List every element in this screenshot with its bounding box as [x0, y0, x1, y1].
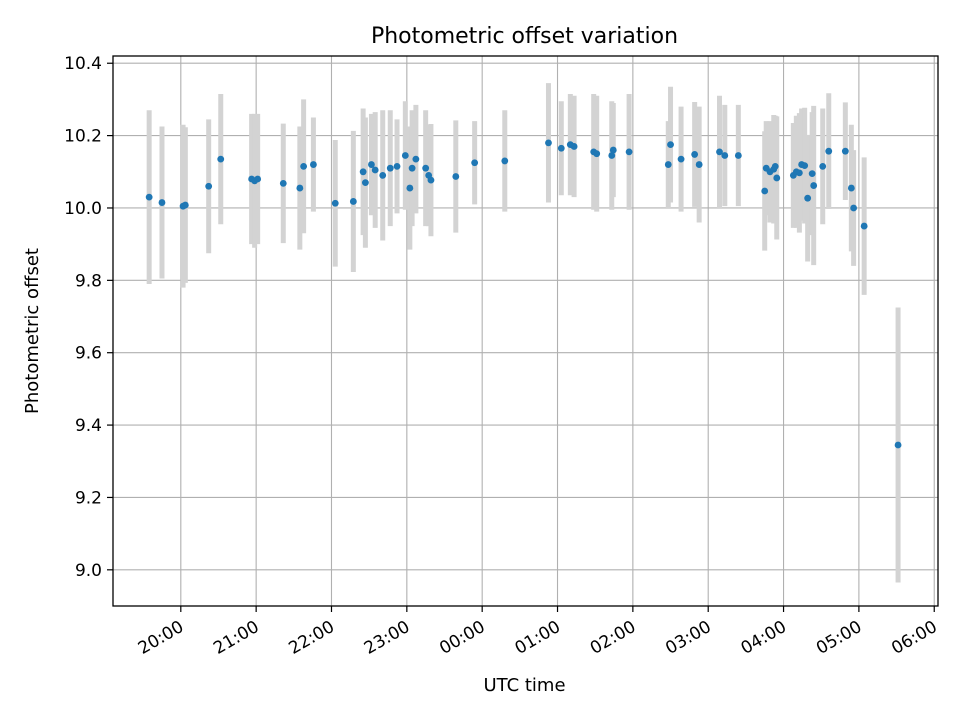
data-point	[771, 162, 779, 170]
x-axis-ticks: 20:00 21:00 22:00 23:00 00:00 01:00 02:00 03:00…	[135, 606, 941, 659]
y-tick-label: 9.8	[75, 271, 102, 291]
y-tick-label: 9.4	[75, 416, 102, 436]
data-point	[368, 161, 375, 168]
data-point	[664, 161, 672, 168]
data-point	[667, 141, 674, 149]
plot-frame	[112, 55, 939, 607]
data-points	[145, 139, 902, 449]
data-point	[716, 148, 723, 156]
data-point	[801, 162, 809, 170]
data-point	[408, 164, 416, 172]
data-point	[721, 152, 729, 159]
data-point	[695, 161, 703, 168]
data-point	[570, 143, 578, 150]
data-point	[412, 155, 420, 163]
data-point	[296, 184, 304, 192]
error-bars	[146, 83, 901, 583]
y-tick-label: 9.6	[75, 344, 102, 364]
x-tick-label: 02:00	[587, 617, 639, 659]
data-point	[625, 148, 633, 156]
data-point	[205, 182, 213, 190]
data-point	[894, 441, 902, 449]
x-tick-label: 01:00	[512, 617, 564, 659]
data-point	[145, 193, 153, 201]
data-point	[545, 139, 552, 147]
data-point	[300, 162, 308, 170]
data-point	[677, 155, 685, 163]
x-axis-label: UTC time	[483, 675, 565, 696]
data-point	[310, 161, 317, 168]
data-point	[254, 175, 262, 183]
data-point	[810, 182, 818, 189]
x-tick-label: 23:00	[361, 617, 413, 659]
x-tick-label: 00:00	[436, 617, 488, 659]
data-point	[609, 146, 617, 154]
data-point	[860, 222, 868, 230]
y-tick-label: 9.0	[75, 561, 102, 581]
data-point	[158, 199, 166, 206]
data-point	[501, 157, 509, 165]
data-point	[427, 176, 435, 184]
data-point	[371, 166, 379, 174]
x-tick-label: 22:00	[286, 617, 338, 659]
data-point	[386, 164, 394, 172]
data-point	[471, 159, 479, 167]
x-tick-label: 21:00	[210, 617, 262, 659]
data-point	[359, 168, 367, 176]
data-point	[217, 155, 225, 163]
grid-lines	[113, 56, 938, 606]
x-tick-label: 04:00	[738, 617, 790, 659]
data-point	[422, 164, 430, 172]
x-tick-label: 05:00	[813, 617, 865, 659]
data-point	[401, 152, 409, 159]
data-point	[804, 194, 812, 202]
x-tick-label: 03:00	[662, 617, 714, 659]
y-axis-label: Photometric offset	[22, 248, 43, 414]
data-point	[691, 151, 699, 158]
data-point	[406, 184, 414, 192]
x-tick-label: 20:00	[135, 617, 187, 659]
data-point	[825, 147, 833, 155]
data-point	[808, 170, 816, 177]
data-point	[847, 184, 855, 192]
x-tick-label: 06:00	[888, 617, 940, 659]
y-tick-label: 10.4	[64, 54, 102, 74]
data-point	[379, 172, 387, 179]
data-point	[773, 174, 781, 182]
data-point	[593, 150, 601, 158]
y-tick-label: 10.0	[64, 199, 102, 219]
data-point	[557, 144, 565, 152]
data-point	[452, 173, 460, 180]
data-point	[819, 162, 827, 170]
data-point	[331, 199, 339, 207]
data-point	[349, 198, 357, 205]
y-tick-label: 9.2	[75, 488, 102, 508]
data-point	[850, 204, 858, 212]
data-point	[841, 147, 849, 155]
data-point	[734, 152, 742, 159]
data-point	[795, 169, 803, 177]
data-point	[361, 179, 369, 187]
data-point	[608, 152, 616, 159]
data-point	[279, 179, 287, 187]
data-point	[761, 187, 769, 195]
y-tick-label: 10.2	[64, 127, 102, 147]
data-point	[393, 162, 401, 170]
y-axis-ticks: 9.0 9.2 9.4 9.6 9.8 10.0 10.2 10.4	[64, 54, 113, 581]
chart-title: Photometric offset variation	[371, 24, 678, 49]
data-point	[181, 201, 189, 209]
